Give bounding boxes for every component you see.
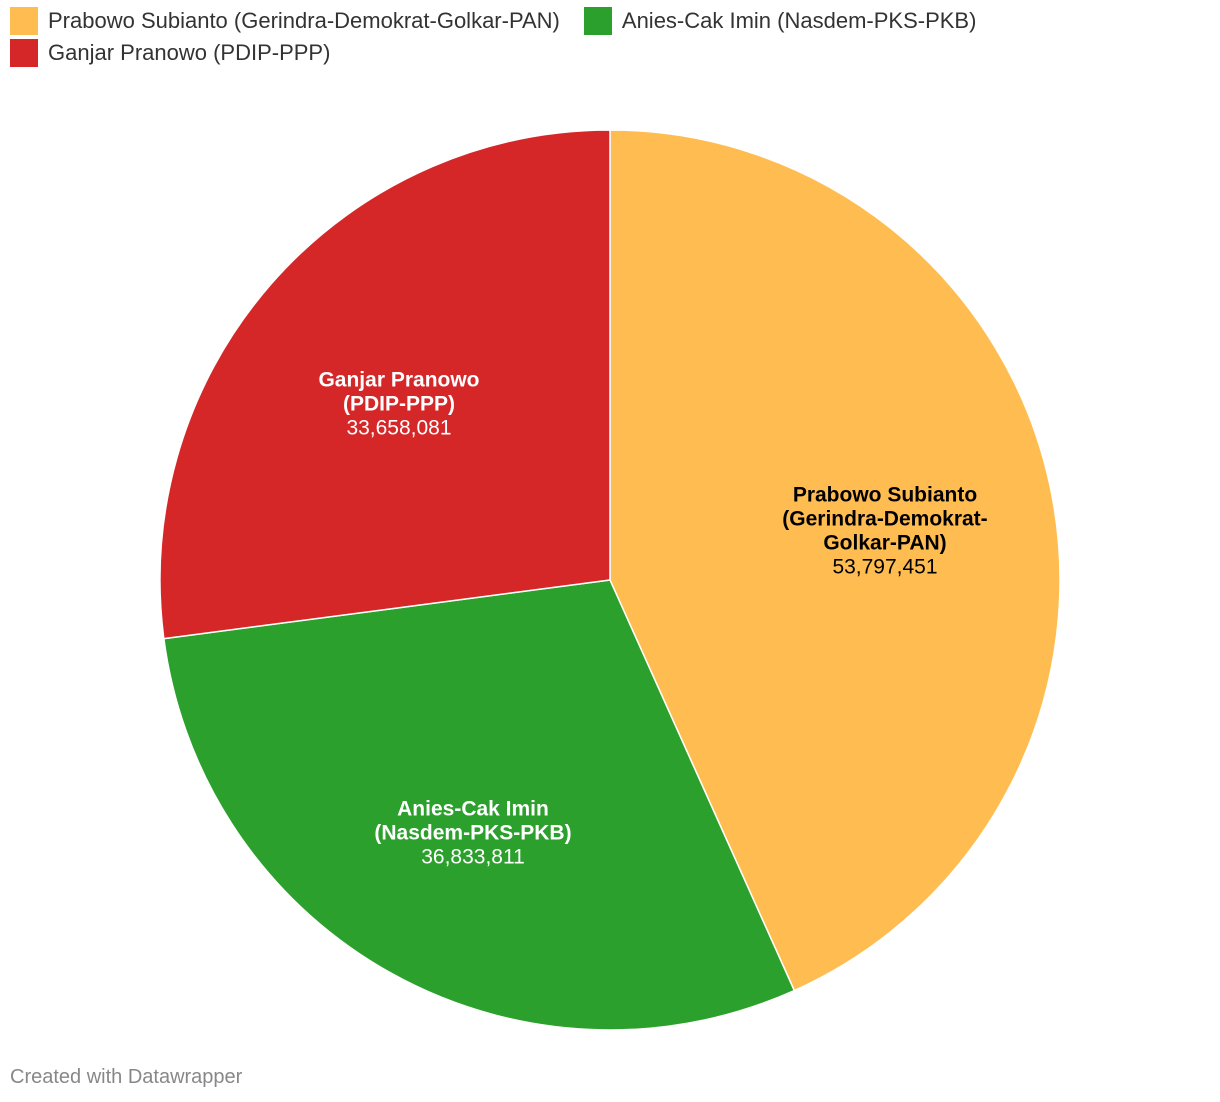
pie-value-ganjar: 33,658,081 xyxy=(346,417,451,440)
pie-slice-prabowo xyxy=(609,129,1061,992)
legend-label-prabowo: Prabowo Subianto (Gerindra-Demokrat-Golk… xyxy=(48,8,560,33)
pie-label-name-line: Prabowo Subianto xyxy=(793,484,977,507)
legend-swatch-anies xyxy=(583,7,612,35)
legend-item-anies: Anies-Cak Imin (Nasdem-PKS-PKB) xyxy=(583,7,977,35)
pie-label-ganjar: Ganjar Pranowo(PDIP-PPP)33,658,081 xyxy=(318,369,479,440)
pie-label-prabowo: Prabowo Subianto(Gerindra-Demokrat-Golka… xyxy=(782,484,987,579)
pie-label-name-line: (Nasdem-PKS-PKB) xyxy=(374,822,571,845)
legend-item-ganjar: Ganjar Pranowo (PDIP-PPP) xyxy=(10,39,330,67)
legend-label-anies: Anies-Cak Imin (Nasdem-PKS-PKB) xyxy=(621,8,977,33)
pie-value-prabowo: 53,797,451 xyxy=(832,556,937,579)
legend-item-prabowo: Prabowo Subianto (Gerindra-Demokrat-Golk… xyxy=(10,7,560,35)
pie-label-name-line: (Gerindra-Demokrat- xyxy=(782,508,987,531)
pie-label-name-line: Golkar-PAN) xyxy=(823,532,946,555)
pie-label-name-line: (PDIP-PPP) xyxy=(343,393,455,416)
legend-label-ganjar: Ganjar Pranowo (PDIP-PPP) xyxy=(48,40,331,65)
legend: Prabowo Subianto (Gerindra-Demokrat-Golk… xyxy=(10,7,1210,67)
legend-swatch-ganjar xyxy=(10,39,38,67)
pie-slice-anies xyxy=(162,579,796,1031)
legend-swatch-prabowo xyxy=(10,7,38,35)
credit-text: Created with Datawrapper xyxy=(10,1066,243,1088)
pie-label-anies: Anies-Cak Imin(Nasdem-PKS-PKB)36,833,811 xyxy=(374,798,571,869)
pie-label-name-line: Anies-Cak Imin xyxy=(397,798,549,821)
pie-value-anies: 36,833,811 xyxy=(421,846,525,869)
pie-slice-ganjar xyxy=(159,129,611,640)
pie-label-name-line: Ganjar Pranowo xyxy=(318,369,479,392)
